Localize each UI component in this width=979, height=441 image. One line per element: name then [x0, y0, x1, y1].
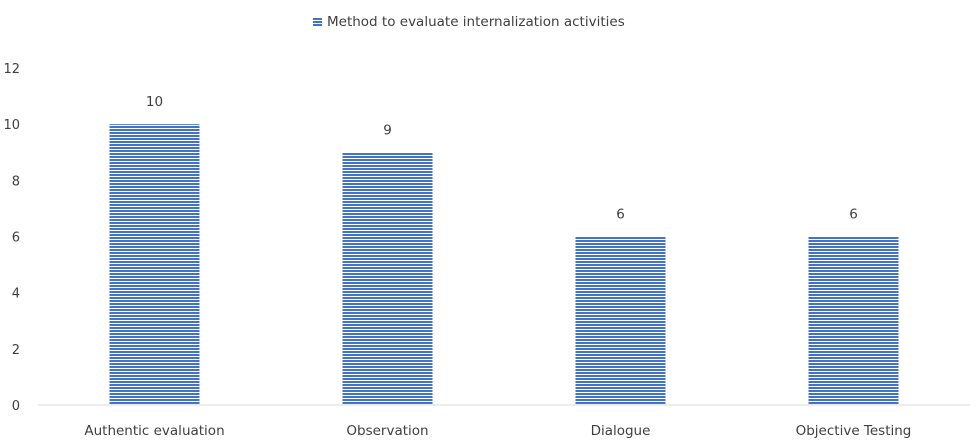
legend-label: Method to evaluate internalization activ…: [327, 14, 625, 30]
y-tick-label: 10: [3, 118, 20, 133]
y-tick-label: 12: [3, 62, 20, 77]
data-label: 9: [383, 122, 392, 138]
x-tick-label: Observation: [346, 423, 428, 439]
bar: [808, 236, 899, 405]
y-axis: 0 2 4 6 8 10 12: [3, 62, 20, 414]
data-label: 6: [849, 207, 858, 223]
bar: [342, 152, 433, 405]
x-tick-label: Objective Testing: [796, 423, 912, 439]
x-tick-label: Dialogue: [591, 423, 651, 439]
bars: [109, 124, 899, 406]
data-label: 10: [146, 94, 163, 110]
y-tick-label: 6: [12, 231, 20, 246]
legend-swatch: [313, 17, 322, 26]
legend: Method to evaluate internalization activ…: [313, 14, 625, 30]
y-tick-label: 0: [12, 399, 20, 414]
bar: [109, 124, 200, 406]
x-tick-label: Authentic evaluation: [84, 423, 224, 439]
x-axis: Authentic evaluation Observation Dialogue O…: [84, 423, 911, 439]
y-tick-label: 2: [12, 343, 20, 358]
bar: [575, 236, 666, 405]
data-labels: 10 9 6 6: [146, 94, 858, 222]
y-tick-label: 4: [12, 287, 20, 302]
data-label: 6: [616, 207, 625, 223]
y-tick-label: 8: [12, 174, 20, 189]
